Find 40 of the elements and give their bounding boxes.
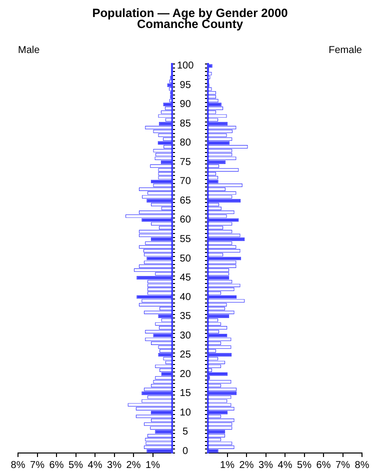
x-tick-label: 4% <box>88 460 102 471</box>
x-tick-label: 3% <box>258 460 274 471</box>
y-tick-label: 70 <box>180 176 192 188</box>
x-tick-label: 4% <box>278 460 292 471</box>
y-tick-label: 15 <box>180 388 192 400</box>
x-tick-label: 8% <box>10 460 26 471</box>
x-tick-label: 1% <box>220 460 235 471</box>
y-tick-label: 20 <box>180 368 192 380</box>
x-tick-label: 5% <box>297 460 312 471</box>
y-tick-label: 80 <box>180 138 192 149</box>
y-tick-label: 100 <box>177 60 194 72</box>
x-tick-label: 8% <box>354 460 370 471</box>
y-tick-label: 30 <box>180 330 192 342</box>
text: Male <box>18 44 40 56</box>
y-tick-label: 0 <box>182 446 189 457</box>
x-tick-label: 7% <box>30 460 45 471</box>
y-tick-label: 75 <box>180 156 192 168</box>
x-tick-label: 6% <box>316 460 331 471</box>
y-tick-label: 55 <box>180 234 192 245</box>
y-tick-label: 5 <box>182 426 189 438</box>
x-tick-label: 6% <box>49 460 64 471</box>
y-tick-label: 60 <box>180 214 192 226</box>
y-tick-label: 10 <box>180 407 192 418</box>
y-tick-label: 35 <box>180 311 192 322</box>
y-tick-label: 90 <box>180 99 192 110</box>
y-tick-label: 40 <box>180 292 192 303</box>
y-tick-label: 45 <box>180 272 192 284</box>
x-tick-label: 3% <box>107 460 122 471</box>
y-tick-label: 25 <box>180 350 192 361</box>
y-tick-label: 85 <box>180 118 192 130</box>
text: Female <box>328 44 362 56</box>
y-tick-label: 50 <box>180 253 192 264</box>
x-tick-label: 2% <box>126 460 141 471</box>
y-tick-label: 95 <box>180 80 192 91</box>
y-tick-label: 65 <box>180 195 192 206</box>
x-tick-label: 7% <box>336 460 350 471</box>
x-tick-label: 5% <box>68 460 84 471</box>
x-tick-label: 2% <box>239 460 254 471</box>
chart-title: Population — Age by Gender 2000 <box>91 6 289 20</box>
x-tick-label: 1% <box>146 460 160 471</box>
